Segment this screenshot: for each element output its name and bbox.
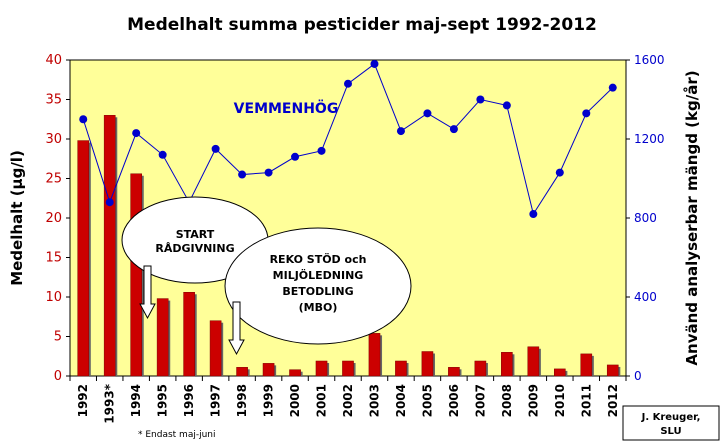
- x-tick-label: 2012: [606, 384, 620, 417]
- callout-bubble-reko: [224, 227, 412, 345]
- credit-line2: SLU: [660, 426, 681, 437]
- bar-1992: [77, 140, 90, 377]
- bar-2011: [580, 353, 593, 377]
- line-point-2012: [608, 83, 617, 92]
- left-tick-label: 30: [45, 132, 62, 147]
- y-axis-title: Medelhalt (µg/l): [8, 150, 26, 286]
- left-tick-label: 0: [54, 369, 62, 384]
- x-tick-label: 2006: [447, 384, 461, 417]
- bubble-reko-line3: BETODLING: [282, 285, 353, 298]
- line-point-2000: [291, 152, 300, 161]
- right-tick-label: 0: [634, 369, 642, 383]
- bar-1993*: [103, 115, 116, 377]
- line-point-1995: [158, 150, 167, 159]
- bar-2000: [289, 369, 301, 377]
- bar-1999: [262, 363, 275, 377]
- chart-title: Medelhalt summa pesticider maj-sept 1992…: [127, 15, 597, 35]
- bubble-reko-line4: (MBO): [299, 301, 338, 314]
- bar-2006: [448, 367, 460, 377]
- bar-2004: [395, 360, 407, 377]
- x-tick-label: 2008: [500, 384, 514, 417]
- line-point-2001: [317, 146, 326, 155]
- bar-2001: [315, 360, 328, 377]
- left-tick-label: 25: [45, 172, 62, 187]
- line-point-1994: [132, 129, 141, 138]
- x-tick-label: 2004: [394, 384, 408, 417]
- x-axis: 1992 1993* 1994 1995 1996 1997 1998 1999 2000 200…: [69, 376, 627, 424]
- bubble-start-line1: START: [176, 228, 215, 241]
- x-tick-label: 2000: [288, 384, 302, 417]
- bubble-reko-line1: REKO STÖD och: [270, 252, 367, 266]
- left-tick-label: 5: [54, 330, 62, 345]
- right-tick-label: 400: [634, 290, 657, 304]
- bubble-reko-line2: MILJÖLEDNING: [273, 268, 364, 282]
- x-tick-label: 1999: [262, 384, 276, 417]
- right-tick-label: 800: [634, 211, 657, 225]
- left-tick-label: 20: [45, 211, 62, 226]
- down-arrow-1998b-icon: [228, 301, 245, 356]
- line-point-2008: [502, 101, 511, 110]
- line-series: [79, 59, 617, 219]
- line-point-1993*: [105, 198, 114, 207]
- line-point-2006: [449, 125, 458, 134]
- credit-line1: J. Kreuger,: [641, 412, 701, 423]
- line-point-2004: [396, 127, 405, 136]
- left-tick-label: 10: [45, 290, 62, 305]
- x-tick-label: 1995: [156, 384, 170, 417]
- x-tick-label: 2011: [579, 384, 593, 417]
- bar-2007: [474, 360, 487, 377]
- bar-2008: [501, 352, 513, 377]
- bar-2012: [606, 364, 619, 377]
- line-point-1998: [238, 170, 247, 179]
- bar-series: [77, 115, 621, 377]
- bar-1995: [156, 298, 169, 377]
- line-point-1992: [79, 115, 88, 124]
- x-tick-label: 1998: [235, 384, 249, 417]
- bar-2005: [421, 351, 434, 377]
- line-point-2002: [344, 79, 352, 88]
- x-tick-label: 2010: [553, 384, 567, 417]
- right-tick-label: 1600: [634, 53, 665, 67]
- x-tick-label: 1992: [76, 384, 90, 417]
- bar-1994: [130, 173, 143, 377]
- footnote: * Endast maj-juni: [138, 430, 216, 440]
- bubble-start-line2: RÅDGIVNING: [155, 242, 234, 255]
- x-tick-label: 2003: [367, 384, 381, 417]
- line-point-2010: [555, 168, 564, 177]
- x-tick-label: 1996: [182, 384, 196, 417]
- left-tick-label: 35: [45, 93, 62, 108]
- left-tick-label: 15: [45, 251, 62, 266]
- line-point-2007: [476, 95, 485, 104]
- left-tick-label: 40: [45, 53, 62, 68]
- bar-1997: [209, 320, 222, 377]
- x-tick-label: 1993*: [103, 383, 117, 423]
- x-tick-label: 2005: [420, 384, 434, 417]
- bar-2009: [527, 346, 540, 377]
- right-tick-label: 1200: [634, 132, 665, 146]
- x-tick-label: 2007: [473, 384, 487, 417]
- right-axis: 0 400 800 1200 1600: [625, 53, 665, 383]
- line-point-2009: [529, 210, 538, 219]
- bar-2010: [553, 368, 566, 377]
- credit-box: [622, 405, 720, 441]
- x-tick-label: 2001: [315, 384, 329, 417]
- y2-axis-title: Använd analyserbar mängd (kg/år): [683, 70, 701, 365]
- series-label-vemmenhog: VEMMENHÖG: [234, 99, 339, 117]
- line-point-2011: [582, 109, 591, 118]
- x-tick-label: 1994: [129, 384, 143, 417]
- line-point-1999: [264, 168, 273, 177]
- down-arrow-1998-icon: [139, 265, 156, 320]
- bar-2002: [342, 360, 354, 377]
- x-tick-label: 1997: [209, 384, 223, 417]
- line-point-1997: [211, 144, 220, 153]
- left-axis: 0 5 10 15 20 25 30 35 40: [45, 53, 71, 384]
- bar-1996: [183, 292, 195, 377]
- bar-2003: [368, 333, 381, 377]
- line-point-2005: [423, 109, 432, 118]
- line-point-2003: [370, 59, 379, 68]
- x-tick-label: 2009: [526, 384, 540, 417]
- x-tick-label: 2002: [341, 384, 355, 417]
- bar-1998: [236, 367, 248, 377]
